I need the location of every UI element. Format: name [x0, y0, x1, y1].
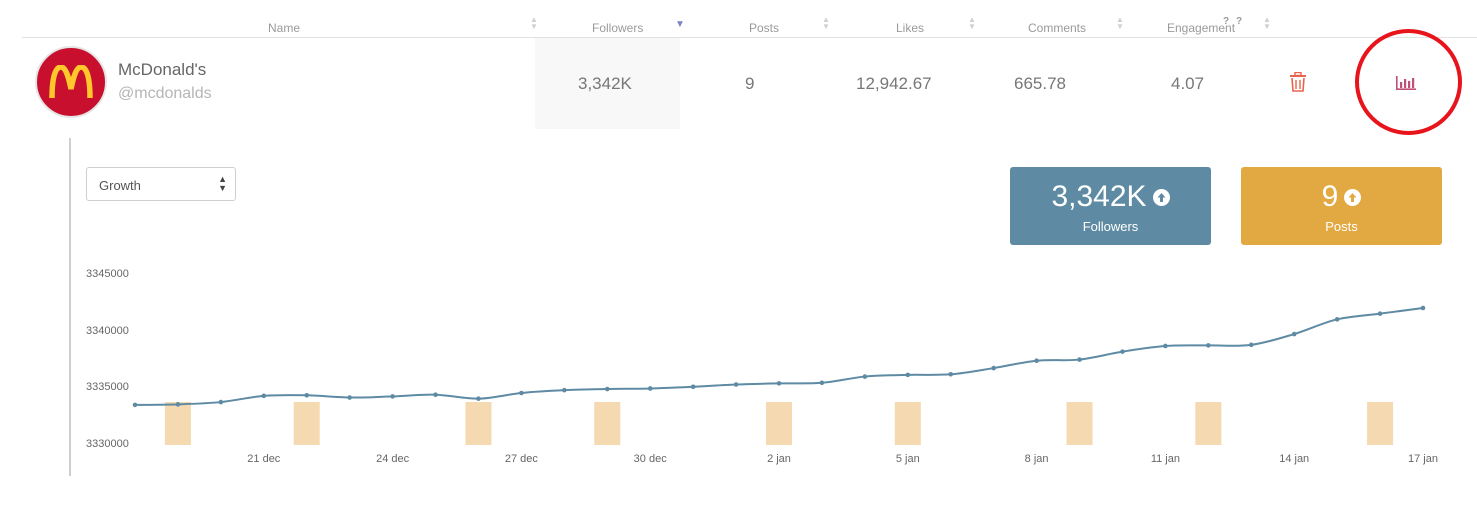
x-tick-label: 11 jan	[1151, 453, 1180, 465]
data-point	[862, 374, 868, 379]
followers-line	[134, 307, 1424, 406]
header-likes[interactable]: Likes	[896, 21, 925, 35]
data-point	[819, 380, 825, 386]
data-point	[1334, 317, 1340, 322]
data-point	[1077, 357, 1082, 362]
comments-value: 665.78	[1014, 74, 1066, 93]
arrow-up-circle-icon	[1152, 188, 1170, 206]
table-header: Name ▲ ▼ Followers ▼ Posts ▲ ▼ Likes ▲ ▼ Co…	[22, 0, 1477, 38]
data-point	[733, 382, 739, 387]
data-point	[991, 365, 996, 371]
followers-cell-highlight	[535, 38, 680, 129]
header-engagement[interactable]: Engagement	[1167, 21, 1236, 35]
data-point	[647, 386, 653, 391]
posts-stat-card: 9 Posts	[1241, 167, 1442, 245]
data-point	[1120, 349, 1125, 354]
y-tick-label: 3330000	[86, 438, 129, 450]
y-tick-label: 3345000	[86, 268, 129, 280]
data-point	[905, 372, 911, 378]
data-point	[304, 392, 310, 398]
sort-icon[interactable]: ▲ ▼	[968, 15, 976, 31]
followers-value: 3,342K	[578, 74, 632, 93]
data-point	[1291, 331, 1297, 337]
data-point	[1206, 343, 1211, 348]
post-bar	[164, 402, 191, 445]
sort-icon[interactable]: ▲ ▼	[1263, 15, 1271, 31]
trash-icon[interactable]	[1289, 71, 1307, 97]
header-comments[interactable]: Comments	[1028, 21, 1087, 35]
data-point	[562, 387, 567, 393]
metric-select-value: Growth	[99, 178, 141, 193]
y-tick-label: 3340000	[86, 325, 129, 337]
sort-icon[interactable]: ▲ ▼	[822, 15, 830, 31]
data-point	[1248, 342, 1254, 348]
post-bar	[293, 402, 320, 445]
data-point	[1420, 305, 1426, 311]
x-tick-label: 8 jan	[1025, 453, 1049, 465]
arrow-up-circle-icon	[1344, 188, 1362, 206]
data-point	[1034, 358, 1039, 364]
posts-stat-label: Posts	[1325, 219, 1358, 234]
posts-stat-value: 9	[1321, 180, 1339, 213]
header-followers[interactable]: Followers	[592, 21, 644, 35]
avatar[interactable]	[35, 46, 107, 118]
sort-icon[interactable]: ▲ ▼	[530, 15, 538, 31]
post-bar	[1195, 402, 1222, 445]
followers-stat-label: Followers	[1082, 219, 1139, 234]
post-bar	[594, 402, 621, 445]
posts-value: 9	[745, 74, 755, 93]
x-tick-label: 27 dec	[505, 453, 539, 465]
y-tick-label: 3335000	[86, 381, 129, 393]
data-point	[390, 394, 395, 399]
data-point	[604, 386, 610, 392]
x-tick-label: 5 jan	[896, 453, 920, 465]
header-posts[interactable]: Posts	[749, 21, 780, 35]
data-point	[519, 390, 524, 396]
data-point	[776, 381, 782, 386]
data-point	[1163, 343, 1168, 349]
post-bar	[894, 402, 921, 445]
sort-icon[interactable]: ▲ ▼	[1116, 15, 1124, 31]
engagement-value: 4.07	[1171, 74, 1205, 93]
data-point	[948, 372, 954, 377]
followers-stat-card: 3,342K Followers	[1010, 167, 1211, 245]
post-bar	[465, 402, 492, 445]
panel-divider	[69, 138, 71, 476]
x-tick-label: 17 jan	[1408, 453, 1438, 465]
followers-stat-value: 3,342K	[1051, 180, 1147, 213]
post-bar	[1066, 402, 1093, 445]
help-icon[interactable]: ?	[1223, 16, 1230, 27]
data-point	[347, 395, 352, 400]
header-name[interactable]: Name	[268, 21, 301, 35]
data-point	[690, 384, 696, 390]
account-handle: @mcdonalds	[118, 85, 212, 102]
highlight-circle	[1355, 29, 1462, 135]
account-name[interactable]: McDonald's	[118, 60, 207, 79]
post-bar	[1367, 402, 1394, 445]
post-bar	[766, 402, 792, 445]
mcdonalds-logo	[49, 65, 93, 99]
data-point	[1377, 311, 1383, 316]
data-point	[218, 399, 224, 405]
data-point	[261, 393, 267, 399]
data-point	[433, 392, 438, 398]
x-tick-label: 21 dec	[247, 453, 281, 465]
metric-select[interactable]: Growth ▲ ▼	[86, 167, 236, 201]
data-point	[132, 402, 138, 408]
help-icon[interactable]: ?	[1236, 16, 1243, 27]
data-point	[476, 396, 481, 401]
sort-active-icon[interactable]: ▼	[675, 19, 685, 30]
x-tick-label: 2 jan	[767, 453, 791, 465]
x-tick-label: 30 dec	[634, 453, 668, 465]
likes-value: 12,942.67	[856, 74, 932, 93]
data-point	[175, 402, 181, 407]
x-tick-label: 14 jan	[1279, 453, 1309, 465]
x-tick-label: 24 dec	[376, 453, 410, 465]
select-arrows-icon: ▲ ▼	[218, 174, 227, 193]
